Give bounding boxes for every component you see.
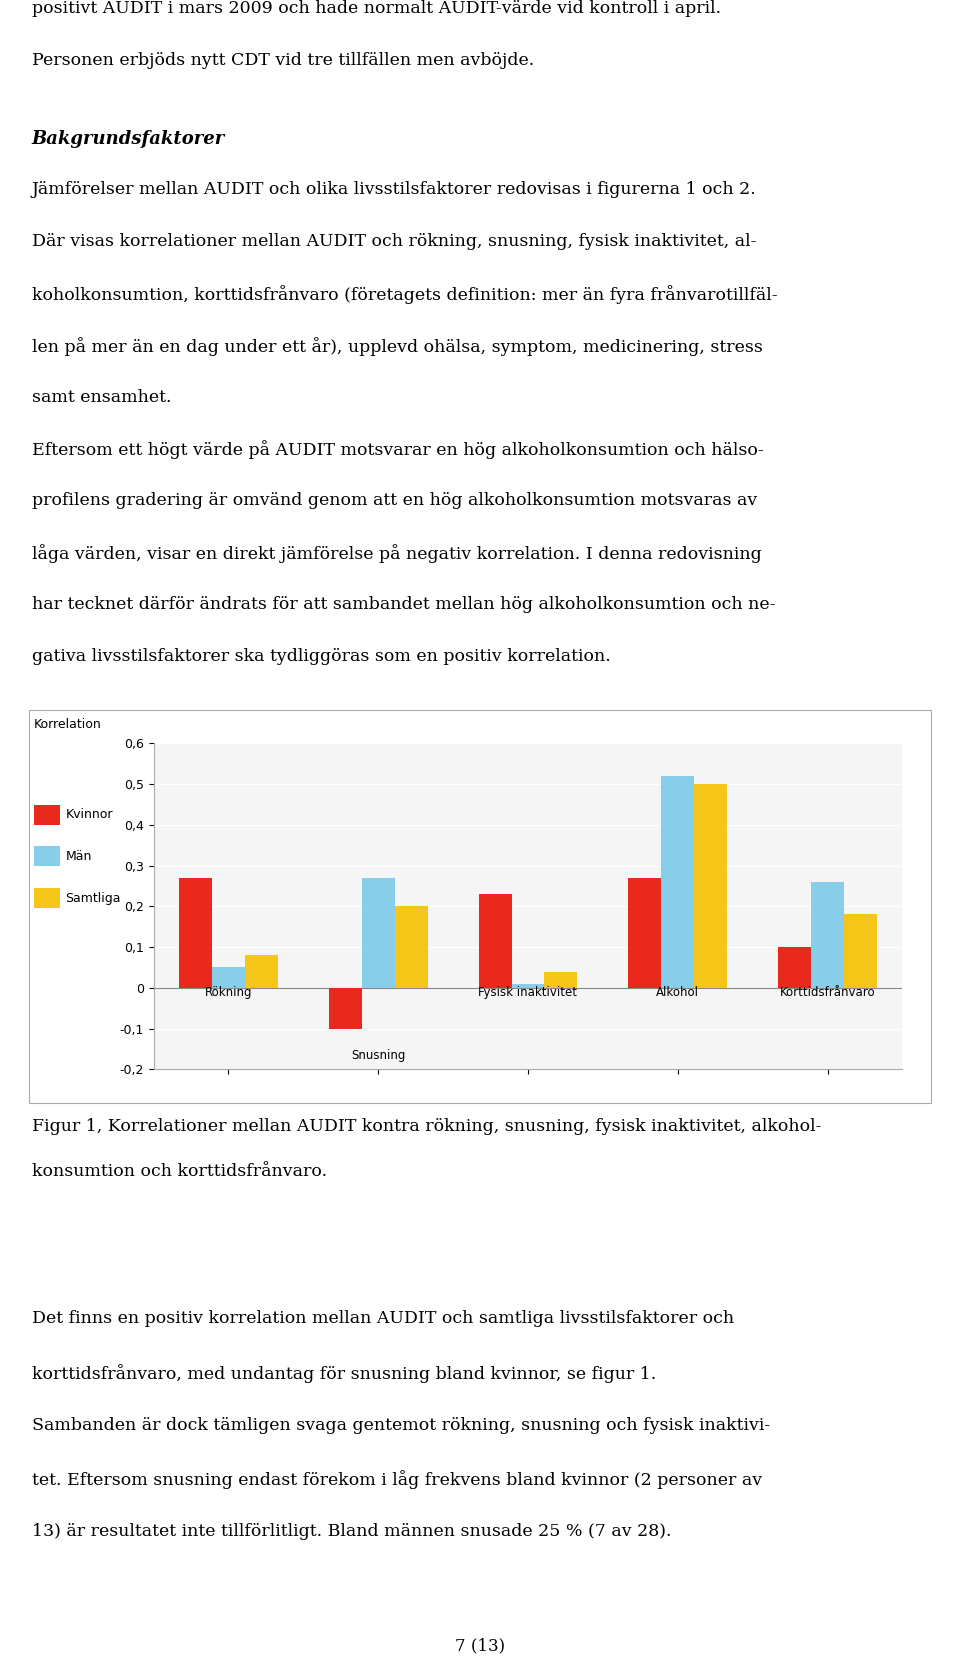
Bar <box>395 906 427 988</box>
Text: Personen erbjöds nytt CDT vid tre tillfällen men avböjde.: Personen erbjöds nytt CDT vid tre tillfä… <box>32 52 534 68</box>
Bar <box>512 984 544 988</box>
Bar <box>479 895 512 988</box>
Bar <box>245 955 277 988</box>
Text: Korttidsfrånvaro: Korttidsfrånvaro <box>780 986 876 999</box>
Bar <box>629 878 661 988</box>
Bar <box>779 948 811 988</box>
Text: Snusning: Snusning <box>351 1049 405 1063</box>
Text: Det finns en positiv korrelation mellan AUDIT och samtliga livsstilsfaktorer och: Det finns en positiv korrelation mellan … <box>32 1310 733 1327</box>
Text: Bakgrundsfaktorer: Bakgrundsfaktorer <box>32 130 225 148</box>
Text: Korrelation: Korrelation <box>34 718 102 732</box>
Text: positivt AUDIT i mars 2009 och hade normalt AUDIT-värde vid kontroll i april.: positivt AUDIT i mars 2009 och hade norm… <box>32 0 721 17</box>
Text: len på mer än en dag under ett år), upplevd ohälsa, symptom, medicinering, stres: len på mer än en dag under ett år), uppl… <box>32 336 762 356</box>
Text: koholkonsumtion, korttidsfrånvaro (företagets definition: mer än fyra frånvaroti: koholkonsumtion, korttidsfrånvaro (föret… <box>32 284 778 304</box>
Text: Alkohol: Alkohol <box>657 986 699 999</box>
Text: gativa livsstilsfaktorer ska tydliggöras som en positiv korrelation.: gativa livsstilsfaktorer ska tydliggöras… <box>32 647 611 665</box>
Text: Sambanden är dock tämligen svaga gentemot rökning, snusning och fysisk inaktivi-: Sambanden är dock tämligen svaga gentemo… <box>32 1417 770 1434</box>
Bar <box>694 785 727 988</box>
Text: tet. Eftersom snusning endast förekom i låg frekvens bland kvinnor (2 personer a: tet. Eftersom snusning endast förekom i … <box>32 1470 762 1488</box>
Text: Eftersom ett högt värde på AUDIT motsvarar en hög alkoholkonsumtion och hälso-: Eftersom ett högt värde på AUDIT motsvar… <box>32 441 763 459</box>
Bar <box>329 988 362 1028</box>
Text: Jämförelser mellan AUDIT och olika livsstilsfaktorer redovisas i figurerna 1 och: Jämförelser mellan AUDIT och olika livss… <box>32 181 756 198</box>
Text: Figur 1, Korrelationer mellan AUDIT kontra rökning, snusning, fysisk inaktivitet: Figur 1, Korrelationer mellan AUDIT kont… <box>32 1118 821 1134</box>
Text: samt ensamhet.: samt ensamhet. <box>32 389 171 406</box>
Text: Samtliga: Samtliga <box>65 891 121 905</box>
Text: korttidsfrånvaro, med undantag för snusning bland kvinnor, se figur 1.: korttidsfrånvaro, med undantag för snusn… <box>32 1364 656 1382</box>
Text: låga värden, visar en direkt jämförelse på negativ korrelation. I denna redovisn: låga värden, visar en direkt jämförelse … <box>32 544 761 562</box>
Text: profilens gradering är omvänd genom att en hög alkoholkonsumtion motsvaras av: profilens gradering är omvänd genom att … <box>32 492 756 509</box>
Text: Fysisk inaktivitet: Fysisk inaktivitet <box>478 986 578 999</box>
Bar <box>844 915 876 988</box>
Bar <box>362 878 395 988</box>
Text: Män: Män <box>65 850 91 863</box>
Bar <box>811 881 844 988</box>
Bar <box>180 878 212 988</box>
Text: 13) är resultatet inte tillförlitligt. Bland männen snusade 25 % (7 av 28).: 13) är resultatet inte tillförlitligt. B… <box>32 1523 671 1540</box>
Bar <box>661 777 694 988</box>
Text: konsumtion och korttidsfrånvaro.: konsumtion och korttidsfrånvaro. <box>32 1164 326 1181</box>
Text: har tecknet därför ändrats för att sambandet mellan hög alkoholkonsumtion och ne: har tecknet därför ändrats för att samba… <box>32 595 775 612</box>
Text: 7 (13): 7 (13) <box>455 1638 505 1655</box>
Text: Där visas korrelationer mellan AUDIT och rökning, snusning, fysisk inaktivitet, : Där visas korrelationer mellan AUDIT och… <box>32 233 756 249</box>
Text: Kvinnor: Kvinnor <box>65 808 112 822</box>
Bar <box>544 971 577 988</box>
Text: Rökning: Rökning <box>204 986 252 999</box>
Bar <box>212 968 245 988</box>
